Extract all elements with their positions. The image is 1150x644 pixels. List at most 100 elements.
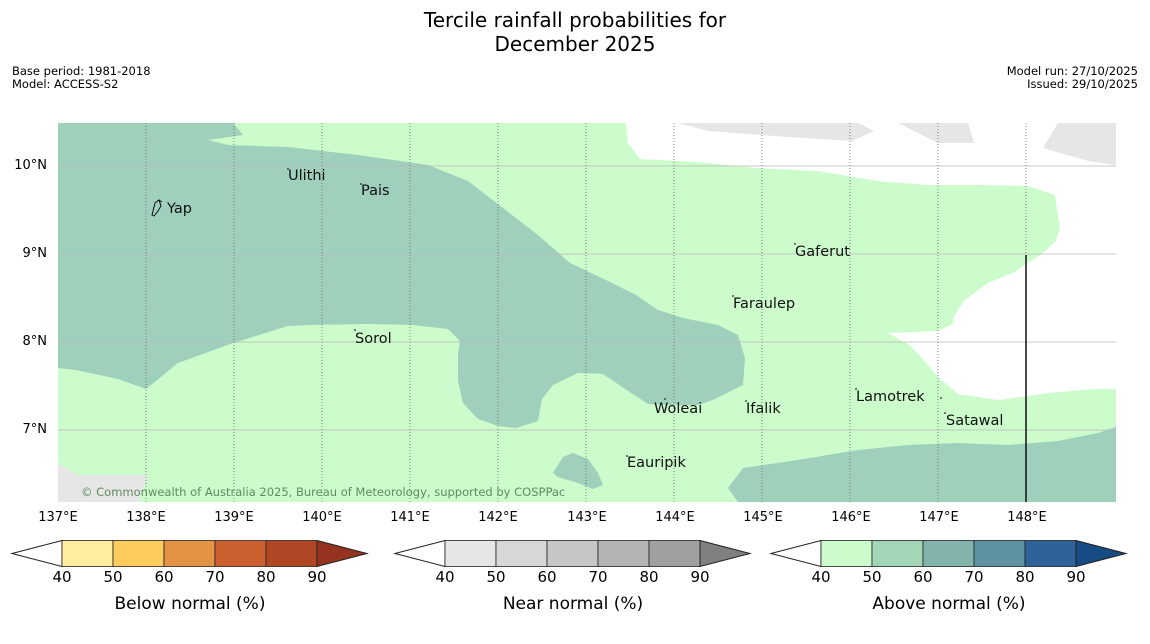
region-near-normal-north-2 (898, 123, 974, 143)
place-label-faraulep: Faraulep (733, 296, 795, 312)
place-label-eauripik: Eauripik (627, 455, 686, 471)
copyright-notice: © Commonwealth of Australia 2025, Bureau… (81, 485, 565, 499)
island-dot-pais (360, 183, 362, 185)
place-label-lamotrek: Lamotrek (856, 389, 925, 405)
colorbar-near-bin-50-60 (495, 540, 548, 567)
place-label-gaferut: Gaferut (795, 244, 850, 260)
lon-label-142e: 142°E (478, 510, 518, 525)
colorbar-near-normal (393, 540, 752, 568)
near-tick-40: 40 (435, 568, 455, 586)
colorbar-above-bin-60-70 (922, 540, 975, 567)
below-tick-90: 90 (307, 568, 327, 586)
island-dot-ulithi (287, 168, 289, 170)
lat-label-7n: 7°N (22, 422, 48, 437)
region-above-normal-60-70-west (58, 123, 745, 428)
colorbar-below-bin-60-70 (163, 540, 216, 567)
above-tick-90: 90 (1066, 568, 1086, 586)
map-svg: Ulithi Pais Yap Gaferut Faraulep Sorol L… (58, 123, 1116, 502)
island-dot-lamotrek-2 (940, 397, 942, 399)
chart-title: Tercile rainfall probabilities for Decem… (0, 8, 1150, 56)
meridians (145, 123, 1027, 502)
region-above-normal-60-70-se (728, 427, 1116, 502)
near-tick-90: 90 (690, 568, 710, 586)
title-line-1: Tercile rainfall probabilities for (423, 8, 727, 32)
lon-label-139e: 139°E (214, 510, 254, 525)
near-tick-70: 70 (588, 568, 608, 586)
lon-label-137e: 137°E (38, 510, 78, 525)
place-label-yap: Yap (166, 201, 192, 217)
colorbar-below-low-arrow (10, 540, 63, 568)
colorbar-near-low-arrow (393, 540, 446, 568)
region-above-normal-60-70-small (553, 453, 603, 489)
issued-date: Issued: 29/10/2025 (1027, 77, 1138, 91)
lon-label-147e: 147°E (919, 510, 959, 525)
colorbar-near-bin-80-90 (648, 540, 701, 567)
near-tick-60: 60 (537, 568, 557, 586)
lon-label-144e: 144°E (655, 510, 695, 525)
colorbar-above-bin-40-50 (820, 540, 873, 567)
below-normal-title: Below normal (%) (114, 594, 266, 614)
island-dots (287, 168, 946, 457)
below-tick-40: 40 (52, 568, 72, 586)
model-run: Model run: 27/10/2025 (1006, 64, 1138, 78)
lon-label-145e: 145°E (743, 510, 783, 525)
meta-left: Base period: 1981-2018 Model: ACCESS-S2 (12, 65, 151, 91)
base-period: Base period: 1981-2018 (12, 64, 151, 78)
above-tick-70: 70 (964, 568, 984, 586)
island-dot-lamotrek (855, 388, 857, 390)
island-dot-ifalik (745, 400, 747, 402)
place-label-pais: Pais (361, 183, 390, 199)
island-dot-satawal (944, 412, 946, 414)
lon-label-138e: 138°E (126, 510, 166, 525)
near-tick-50: 50 (486, 568, 506, 586)
title-line-2: December 2025 (494, 32, 656, 56)
below-tick-70: 70 (205, 568, 225, 586)
lon-label-146e: 146°E (831, 510, 871, 525)
colorbar-near-bin-60-70 (546, 540, 599, 567)
place-label-ifalik: Ifalik (746, 401, 781, 417)
yap-island-outline (151, 199, 163, 217)
colorbar-above-low-arrow (769, 540, 822, 568)
lat-label-8n: 8°N (22, 334, 48, 349)
island-dot-faraulep (732, 295, 734, 297)
above-tick-60: 60 (913, 568, 933, 586)
region-near-normal-north-3 (1043, 123, 1116, 165)
colorbar-near-high-arrow (699, 540, 752, 568)
model-name: Model: ACCESS-S2 (12, 77, 119, 91)
colorbar-above-bin-80-90 (1024, 540, 1077, 567)
near-tick-80: 80 (639, 568, 659, 586)
lat-label-10n: 10°N (14, 158, 47, 173)
colorbar-below-bin-50-60 (112, 540, 165, 567)
map-panel: Ulithi Pais Yap Gaferut Faraulep Sorol L… (58, 123, 1116, 502)
island-dot-gaferut (794, 243, 796, 245)
lon-label-148e: 148°E (1007, 510, 1047, 525)
meta-right: Model run: 27/10/2025 Issued: 29/10/2025 (1007, 65, 1138, 91)
near-normal-title: Near normal (%) (502, 594, 644, 614)
place-labels: Ulithi Pais Yap Gaferut Faraulep Sorol L… (166, 168, 1003, 471)
place-label-satawal: Satawal (946, 413, 1003, 429)
below-tick-50: 50 (103, 568, 123, 586)
above-tick-50: 50 (862, 568, 882, 586)
region-near-normal-north-1 (678, 123, 874, 141)
above-tick-40: 40 (811, 568, 831, 586)
below-tick-80: 80 (256, 568, 276, 586)
place-label-sorol: Sorol (355, 331, 392, 347)
lon-label-143e: 143°E (567, 510, 607, 525)
below-tick-60: 60 (154, 568, 174, 586)
above-normal-title: Above normal (%) (872, 594, 1026, 614)
lat-label-9n: 9°N (22, 246, 48, 261)
lon-label-141e: 141°E (390, 510, 430, 525)
colorbar-above-high-arrow (1075, 540, 1128, 568)
colorbar-near-bin-70-80 (597, 540, 650, 567)
colorbar-above-normal (769, 540, 1128, 568)
colorbar-below-bin-40-50 (61, 540, 114, 567)
colorbar-below-bin-80-90 (265, 540, 318, 567)
colorbar-near-bin-40-50 (444, 540, 497, 567)
island-dot-eauripik (626, 455, 628, 457)
island-dot-woleai (664, 398, 666, 400)
lon-label-140e: 140°E (302, 510, 342, 525)
colorbar-below-high-arrow (316, 540, 369, 568)
colorbar-above-bin-50-60 (871, 540, 924, 567)
above-tick-80: 80 (1015, 568, 1035, 586)
island-dot-sorol (354, 329, 356, 331)
